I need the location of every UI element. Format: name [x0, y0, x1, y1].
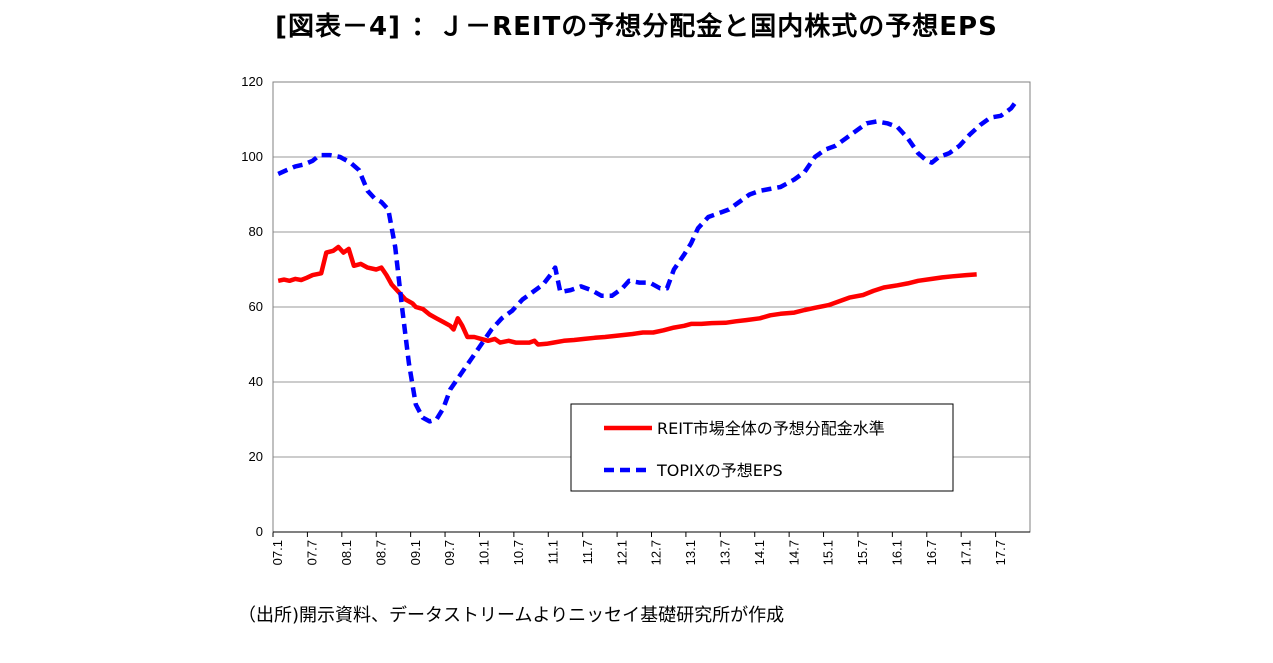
x-tick-label: 08.1	[339, 540, 354, 565]
legend-label-reit: REIT市場全体の予想分配金水準	[657, 419, 885, 438]
y-tick-label: 80	[249, 224, 263, 239]
x-tick-label: 09.7	[442, 540, 457, 565]
x-tick-label: 16.7	[924, 540, 939, 565]
x-tick-label: 10.1	[477, 540, 492, 565]
x-tick-label: 11.7	[580, 540, 595, 564]
series-lines	[277, 97, 1020, 424]
x-tick-label: 17.1	[958, 540, 973, 565]
topix-eps-series-line	[277, 97, 1020, 424]
y-tick-label: 40	[249, 374, 263, 389]
x-tick-label: 13.7	[717, 540, 732, 565]
x-tick-label: 10.7	[511, 540, 526, 565]
x-tick-label: 13.1	[683, 540, 698, 565]
x-tick-label: 07.7	[305, 540, 320, 565]
x-tick-label: 17.7	[993, 540, 1008, 565]
x-tick-label: 12.1	[614, 540, 629, 565]
chart-title: [図表－4] ：Ｊ－REITの予想分配金と国内株式の予想EPS	[275, 12, 998, 42]
x-tick-label: 09.1	[408, 540, 423, 565]
legend-label-topix: TOPIXの予想EPS	[656, 461, 783, 480]
x-tick-label: 14.1	[752, 540, 767, 565]
source-note: （出所)開示資料、データストリームよりニッセイ基礎研究所が作成	[238, 605, 785, 626]
legend-box	[570, 403, 954, 492]
x-tick-label: 15.7	[855, 540, 870, 565]
reit-dividend-series-line	[277, 244, 977, 347]
x-tick-label: 12.7	[649, 540, 664, 565]
x-axis-ticks: 07.1 07.7 08.1 08.7 09.1 09.7 10.1 10.7 11.1 11.7…	[270, 532, 1008, 565]
y-tick-label: 60	[249, 299, 263, 314]
x-tick-label: 07.1	[270, 540, 285, 565]
y-axis-ticks: 0 20 40 60 80 100 120	[241, 74, 263, 539]
x-tick-label: 15.1	[821, 540, 836, 565]
x-tick-label: 08.7	[373, 540, 388, 565]
x-tick-label: 16.1	[890, 540, 905, 565]
plot-frame	[272, 81, 1031, 533]
x-tick-label: 11.1	[545, 540, 560, 564]
y-tick-label: 100	[241, 149, 263, 164]
x-tick-label: 14.7	[786, 540, 801, 565]
y-tick-label: 120	[241, 74, 263, 89]
legend: REIT市場全体の予想分配金水準 TOPIXの予想EPS	[570, 403, 954, 492]
y-tick-label: 20	[249, 449, 263, 464]
y-tick-label: 0	[256, 524, 263, 539]
